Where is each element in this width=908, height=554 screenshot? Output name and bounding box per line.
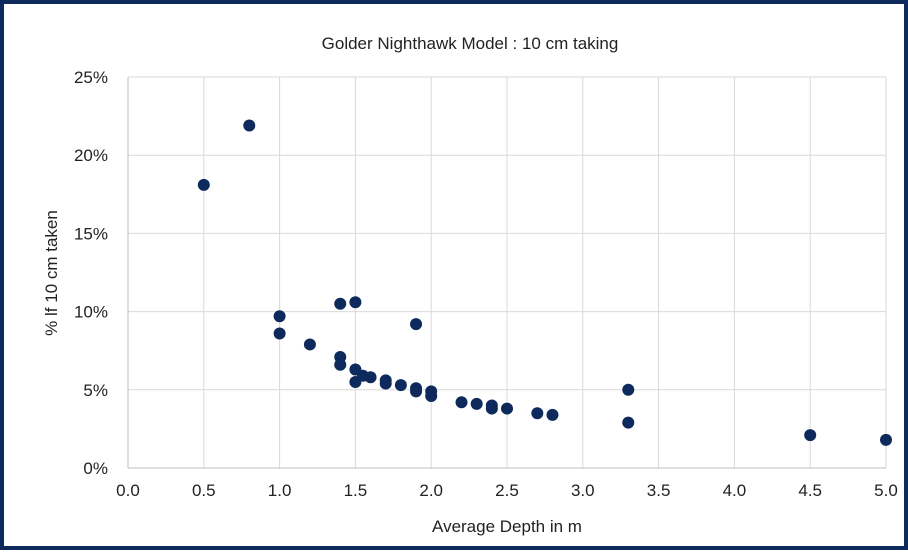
data-point bbox=[334, 358, 347, 371]
data-point bbox=[501, 402, 513, 415]
data-point bbox=[394, 379, 407, 392]
x-axis-label: Average Depth in m bbox=[432, 517, 582, 536]
x-tick-label: 2.5 bbox=[495, 481, 519, 500]
data-point bbox=[622, 416, 635, 429]
x-tick-label: 0.0 bbox=[116, 481, 140, 500]
x-tick-label: 3.5 bbox=[647, 481, 671, 500]
y-tick-label: 10% bbox=[74, 303, 108, 322]
data-point bbox=[531, 407, 544, 420]
x-tick-label: 1.5 bbox=[344, 481, 368, 500]
data-point bbox=[303, 338, 316, 351]
x-tick-label: 1.0 bbox=[268, 481, 292, 500]
data-point bbox=[880, 433, 892, 446]
y-axis-label: % lf 10 cm taken bbox=[42, 210, 61, 336]
data-point bbox=[379, 377, 392, 390]
data-point bbox=[197, 178, 210, 191]
x-tick-label: 0.5 bbox=[192, 481, 216, 500]
grid-lines bbox=[128, 76, 887, 468]
data-point bbox=[470, 397, 483, 410]
data-point bbox=[425, 390, 438, 403]
chart-title: Golder Nighthawk Model : 10 cm taking bbox=[322, 34, 619, 53]
scatter-chart: Golder Nighthawk Model : 10 cm taking 0.… bbox=[42, 34, 898, 536]
data-point bbox=[273, 310, 286, 323]
data-point bbox=[349, 296, 362, 309]
data-point bbox=[364, 371, 377, 384]
tick-labels: 0.0 0.5 1.0 1.5 2.0 2.5 3.0 3.5 4.0 4.5 5.0 0% 5% 10%… bbox=[74, 68, 898, 500]
data-point bbox=[273, 327, 286, 340]
x-tick-label: 2.0 bbox=[419, 481, 443, 500]
data-point bbox=[410, 385, 423, 398]
data-point bbox=[334, 297, 347, 310]
y-tick-label: 5% bbox=[83, 381, 108, 400]
x-tick-label: 4.5 bbox=[798, 481, 822, 500]
data-point bbox=[243, 119, 256, 132]
y-tick-label: 20% bbox=[74, 146, 108, 165]
data-points bbox=[197, 119, 892, 446]
axes bbox=[127, 77, 886, 469]
data-point bbox=[455, 396, 468, 409]
data-point bbox=[485, 402, 498, 415]
y-tick-label: 15% bbox=[74, 224, 108, 243]
y-tick-label: 25% bbox=[74, 68, 108, 87]
data-point bbox=[622, 383, 635, 396]
y-tick-label: 0% bbox=[83, 459, 108, 478]
x-tick-label: 3.0 bbox=[571, 481, 595, 500]
data-point bbox=[804, 429, 817, 442]
x-tick-label: 4.0 bbox=[723, 481, 747, 500]
x-tick-label: 5.0 bbox=[874, 481, 898, 500]
data-point bbox=[410, 318, 423, 331]
data-point bbox=[546, 408, 559, 421]
